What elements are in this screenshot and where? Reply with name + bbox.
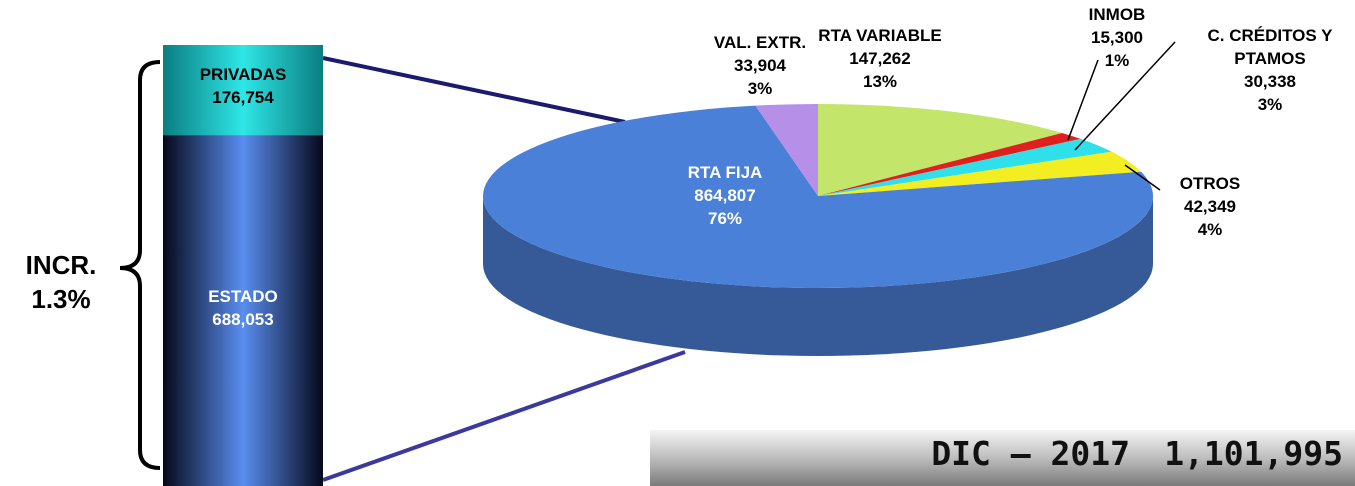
value-label: 147,262 [849, 49, 911, 68]
slice [818, 104, 1063, 196]
share-label: 76% [707, 209, 743, 228]
slice [818, 138, 1112, 196]
slice-label: OTROS 42,349 4% [1160, 172, 1260, 241]
bar-segment [163, 135, 323, 486]
leader-line [1074, 41, 1176, 151]
bar-label: ESTADO 688,053 [163, 285, 323, 331]
value-label: 15,300 [1091, 28, 1143, 47]
bar-label: PRIVADAS 176,754 [163, 63, 323, 109]
share-label: 4% [1197, 220, 1223, 239]
leader-line [1067, 59, 1099, 141]
value-label: 688,053 [212, 310, 274, 330]
slice-label: VAL. EXTR. 33,904 3% [690, 31, 830, 100]
annotation: INCR. 1.3% [0, 248, 122, 316]
share-label: 3% [747, 79, 773, 98]
value-label: 33,904 [734, 56, 786, 75]
slice-side [483, 196, 1153, 356]
category-label: RTA VARIABLE [818, 26, 942, 45]
slice-label: RTA VARIABLE 147,262 13% [780, 24, 980, 93]
value-label: 864,807 [694, 186, 756, 205]
bar-segment [163, 45, 323, 136]
leader-line [1124, 164, 1161, 191]
slice [818, 151, 1142, 196]
category-label: RTA FIJA [687, 163, 763, 182]
category-label: ESTADO [208, 287, 278, 307]
slice [755, 104, 818, 196]
category-label: C. CRÉDITOS Y PTAMOS [1207, 26, 1333, 68]
footer-date: DIC – 2017 [931, 434, 1130, 473]
category-label: OTROS [1179, 174, 1241, 193]
slice [818, 132, 1081, 196]
category-label: INMOB [1088, 5, 1146, 24]
connector [322, 56, 626, 124]
footer-total: 1,101,995 [1164, 434, 1343, 473]
footer-box [650, 430, 1355, 486]
share-label: 13% [862, 72, 898, 91]
annotation-text: INCR. [25, 250, 97, 280]
value-label: 30,338 [1244, 72, 1296, 91]
category-label: PRIVADAS [199, 65, 287, 84]
slice [483, 105, 1154, 288]
share-label: 3% [1257, 95, 1283, 114]
value-label: 176,754 [212, 88, 274, 107]
category-label: VAL. EXTR. [713, 33, 807, 52]
slice-label: RTA FIJA 864,807 76% [655, 161, 795, 230]
connector [322, 350, 686, 482]
slice-label: INMOB 15,300 1% [1072, 3, 1162, 72]
value-label: 42,349 [1184, 197, 1236, 216]
brace [119, 60, 161, 470]
annotation-text: 1.3% [31, 284, 91, 314]
slice-label: C. CRÉDITOS Y PTAMOS 30,338 3% [1180, 24, 1355, 116]
share-label: 1% [1104, 51, 1130, 70]
